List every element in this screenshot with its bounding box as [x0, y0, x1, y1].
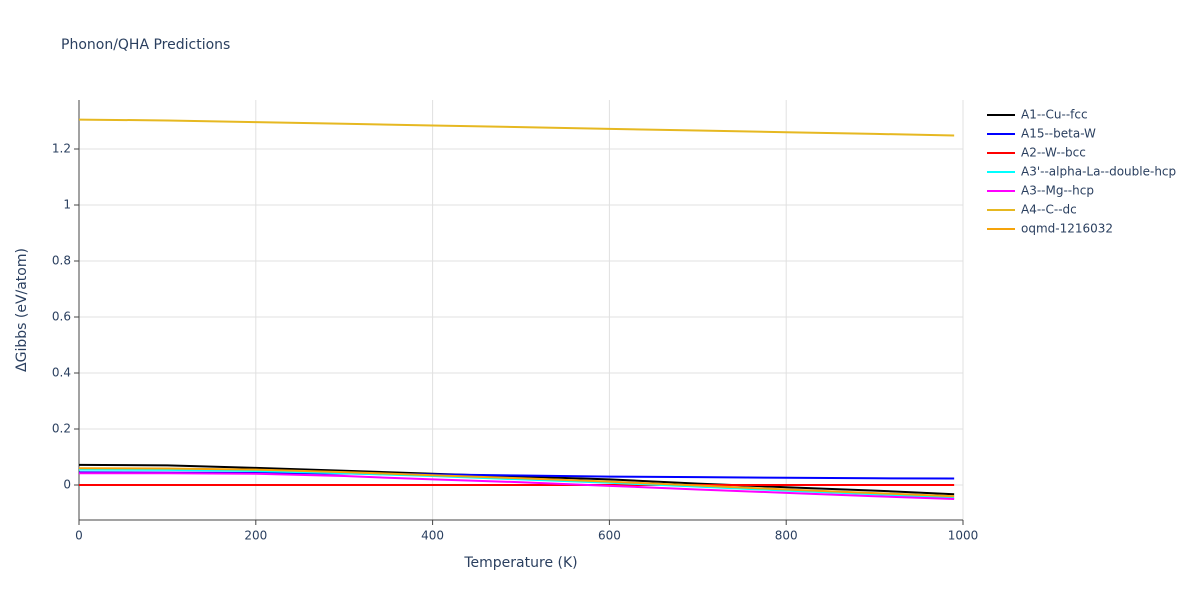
x-axis-title: Temperature (K): [463, 555, 577, 571]
y-axis-title: ΔGibbs (eV/atom): [14, 248, 30, 372]
x-tick-label: 800: [775, 529, 798, 543]
series-line: [78, 118, 955, 137]
y-tick-label: 0.8: [52, 254, 71, 268]
legend-label: A3'--alpha-La--double-hcp: [1021, 165, 1176, 179]
series-line: [78, 467, 955, 498]
series-line: [78, 463, 955, 496]
legend-label: A2--W--bcc: [1021, 146, 1086, 160]
legend-label: A15--beta-W: [1021, 127, 1096, 141]
series-line: [78, 468, 955, 499]
legend-label: A4--C--dc: [1021, 203, 1077, 217]
y-tick-label: 0.2: [52, 422, 71, 436]
x-tick-label: 0: [75, 529, 83, 543]
y-tick-label: 0.6: [52, 310, 71, 324]
legend-label: oqmd-1216032: [1021, 222, 1113, 236]
series-line: [79, 472, 955, 500]
legend-label: A1--Cu--fcc: [1021, 108, 1088, 122]
y-tick-label: 0: [63, 478, 71, 492]
x-tick-label: 200: [244, 529, 267, 543]
y-tick-label: 0.4: [52, 366, 71, 380]
x-tick-label: 400: [421, 529, 444, 543]
x-tick-label: 1000: [948, 529, 979, 543]
chart-title: Phonon/QHA Predictions: [61, 37, 230, 53]
x-tick-label: 600: [598, 529, 621, 543]
legend-label: A3--Mg--hcp: [1021, 184, 1094, 198]
y-tick-label: 1.2: [52, 142, 71, 156]
y-tick-label: 1: [63, 198, 71, 212]
